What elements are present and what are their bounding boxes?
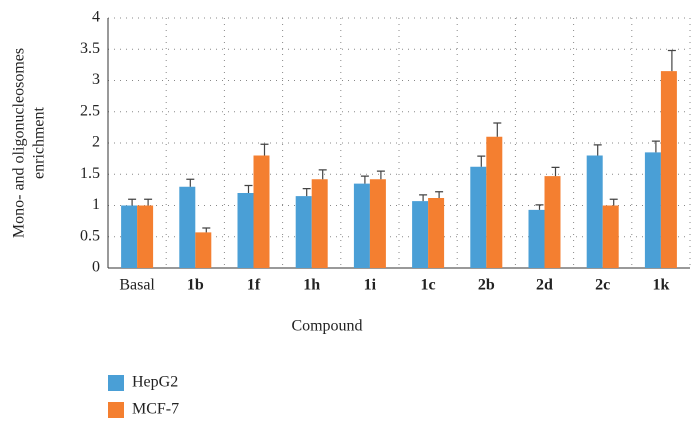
- bar: [660, 71, 677, 268]
- error-bar: [419, 194, 428, 202]
- x-tick-label: 2b: [478, 277, 495, 294]
- bar: [644, 152, 661, 268]
- error-bar: [376, 170, 385, 180]
- bar: [195, 232, 212, 268]
- bar: [470, 166, 487, 268]
- bar: [311, 179, 328, 268]
- bar: [121, 205, 138, 268]
- error-bar: [302, 188, 311, 197]
- error-bar: [493, 122, 502, 137]
- y-tick-label: 3.5: [80, 40, 100, 57]
- error-bar: [186, 178, 195, 187]
- x-tick-label: 2c: [595, 277, 610, 294]
- bar: [237, 193, 254, 268]
- bar: [602, 205, 619, 268]
- legend-label: HepG2: [132, 374, 178, 391]
- legend-swatch: [108, 402, 124, 418]
- error-bar: [593, 144, 602, 156]
- bar: [369, 179, 386, 268]
- legend-label: MCF-7: [132, 401, 179, 418]
- y-tick-label: 0: [92, 259, 100, 276]
- x-axis-title: Compound: [291, 318, 362, 335]
- error-bar: [318, 169, 327, 180]
- y-tick-label: 2.5: [80, 102, 100, 119]
- legend-swatch: [108, 375, 124, 391]
- error-bar: [144, 198, 153, 206]
- bar: [412, 201, 429, 268]
- y-tick-label: 1: [92, 196, 100, 213]
- error-bar: [244, 184, 253, 193]
- error-bar: [260, 143, 269, 156]
- y-tick-label: 1.5: [80, 165, 100, 182]
- bar: [428, 198, 445, 268]
- error-bar: [360, 175, 369, 184]
- x-tick-label: 1b: [187, 277, 204, 294]
- y-tick-label: 2: [92, 134, 100, 151]
- bar: [253, 155, 270, 268]
- error-bar: [651, 140, 660, 153]
- x-tick-label: 1c: [421, 277, 436, 294]
- error-bar: [477, 155, 486, 167]
- error-bar: [202, 227, 211, 233]
- x-tick-label: 2d: [536, 277, 553, 294]
- y-tick-label: 4: [92, 9, 100, 26]
- y-tick-label: 0.5: [80, 227, 100, 244]
- x-tick-label: 1i: [364, 277, 377, 294]
- bar: [486, 136, 503, 268]
- error-bar: [535, 204, 544, 210]
- error-bar: [609, 198, 618, 206]
- error-bar: [667, 49, 676, 72]
- bar: [586, 155, 603, 268]
- y-axis-title: enrichment: [31, 106, 48, 179]
- bar: [179, 186, 196, 268]
- bar: [295, 196, 312, 268]
- error-bar: [551, 166, 560, 177]
- bar: [544, 176, 561, 268]
- x-tick-label: 1k: [652, 277, 669, 294]
- y-axis-title: Mono- and oligonucleosomes: [11, 48, 28, 238]
- x-tick-label: 1h: [303, 277, 320, 294]
- x-tick-label: Basal: [119, 277, 155, 294]
- error-bar: [435, 191, 444, 198]
- error-bar: [128, 198, 137, 206]
- bar: [353, 183, 370, 268]
- y-tick-label: 3: [92, 71, 100, 88]
- x-tick-label: 1f: [247, 277, 261, 294]
- bar: [137, 205, 154, 268]
- bar: [528, 209, 545, 268]
